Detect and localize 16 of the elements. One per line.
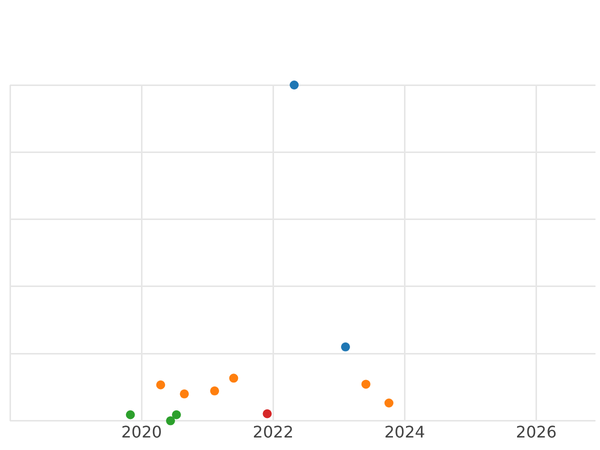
x-tick-label: 2022 xyxy=(252,422,294,442)
point xyxy=(361,380,370,389)
x-tick-label: 2020 xyxy=(121,422,162,442)
point xyxy=(180,389,189,398)
point xyxy=(384,398,394,408)
point xyxy=(341,342,350,352)
point xyxy=(210,386,220,396)
point xyxy=(156,380,166,390)
x-tick-label: 2024 xyxy=(384,422,426,442)
point xyxy=(290,80,299,90)
point xyxy=(262,409,272,418)
x-tick-label: 2026 xyxy=(516,422,557,442)
point xyxy=(229,374,238,383)
point xyxy=(172,410,181,420)
point xyxy=(166,416,176,426)
point xyxy=(126,410,135,420)
